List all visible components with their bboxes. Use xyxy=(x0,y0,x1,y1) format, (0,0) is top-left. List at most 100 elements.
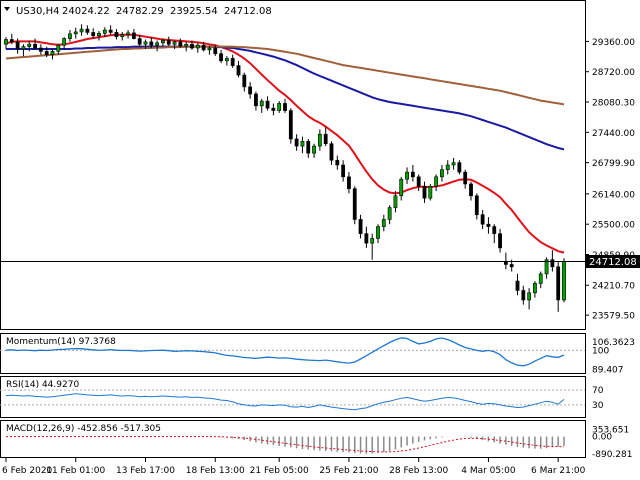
candle xyxy=(190,40,194,50)
candle-body xyxy=(306,141,311,154)
candle-body xyxy=(265,100,270,109)
candle xyxy=(480,209,485,229)
candle xyxy=(347,172,351,194)
time-tick-label: 4 Mar 05:00 xyxy=(461,466,516,476)
candle xyxy=(533,281,537,298)
candle-body xyxy=(44,51,49,55)
candle-body xyxy=(21,46,26,50)
symbol-label: US30,H4 xyxy=(16,6,59,17)
time-tick-label: 6 Mar 21:00 xyxy=(531,466,586,476)
time-tick-label: 18 Feb 13:00 xyxy=(186,466,245,476)
time-tick-label: 13 Feb 17:00 xyxy=(116,466,175,476)
candle xyxy=(503,252,508,270)
candle-body xyxy=(56,44,61,52)
candle xyxy=(248,82,253,99)
candle xyxy=(277,101,282,113)
candle xyxy=(300,136,305,154)
candle-body xyxy=(405,171,409,180)
candle-body xyxy=(172,41,177,45)
candle-body xyxy=(50,51,55,55)
moving-average-line-3 xyxy=(5,45,565,106)
candle xyxy=(283,98,287,113)
candle-body xyxy=(370,238,375,244)
candle-body xyxy=(85,28,90,33)
candle-body xyxy=(323,133,328,144)
time-tick-label: 25 Feb 21:00 xyxy=(319,466,378,476)
candle-body xyxy=(178,41,183,47)
candle xyxy=(21,44,26,57)
rsi-line xyxy=(5,393,565,411)
rsi-label: RSI(14) 44.9270 xyxy=(6,380,79,390)
candle xyxy=(265,96,270,111)
candle xyxy=(451,157,456,170)
candle-body xyxy=(428,186,433,199)
candle xyxy=(137,34,142,47)
candle-body xyxy=(108,29,113,33)
candle xyxy=(527,288,532,310)
candle xyxy=(143,39,148,49)
candle-body xyxy=(503,261,508,265)
candle xyxy=(387,205,392,225)
current-price-marker xyxy=(586,255,640,269)
macd-tick-label: 0.00 xyxy=(592,433,612,443)
candle-body xyxy=(102,29,107,34)
candle xyxy=(207,46,212,55)
candle-body xyxy=(498,233,502,249)
candle-body xyxy=(347,176,351,189)
candle-body xyxy=(38,47,43,52)
candle xyxy=(85,25,90,35)
candle-body xyxy=(469,183,473,197)
rsi-pane-frame xyxy=(0,376,586,418)
price-tick-label: 29360.00 xyxy=(592,38,635,48)
candle-body xyxy=(219,53,223,62)
collapse-arrow-icon[interactable] xyxy=(4,7,10,11)
time-tick-label: 11 Feb 01:00 xyxy=(46,466,105,476)
candle-body xyxy=(533,283,537,294)
candle-body xyxy=(166,40,171,45)
candle xyxy=(114,29,119,40)
candle xyxy=(259,98,264,113)
candle xyxy=(469,181,473,201)
momentum-tick-label: 89.407 xyxy=(592,365,624,375)
candle xyxy=(62,37,67,49)
candle-body xyxy=(399,178,404,197)
price-tick-label: 25500.00 xyxy=(592,221,635,231)
candle-body xyxy=(509,264,514,268)
momentum-tick-label: 106.3623 xyxy=(592,338,635,348)
candle xyxy=(288,108,293,144)
candle-body xyxy=(440,169,444,178)
open-value: 24024.22 xyxy=(62,6,110,17)
candle-body xyxy=(410,171,415,178)
candle-body xyxy=(114,32,119,37)
candle-body xyxy=(9,39,14,43)
candle xyxy=(457,160,462,175)
candle xyxy=(352,186,357,225)
candle-body xyxy=(352,188,357,220)
candle-body xyxy=(544,259,549,275)
macd-pane-frame xyxy=(0,420,586,458)
candle xyxy=(498,228,502,253)
candle-body xyxy=(15,41,20,50)
candle-body xyxy=(556,266,561,301)
macd-tick-label: 353.651 xyxy=(592,426,629,436)
candle xyxy=(126,30,130,39)
candle-body xyxy=(283,103,287,111)
candle xyxy=(9,33,14,45)
candle xyxy=(521,285,526,305)
candle-body xyxy=(259,100,264,107)
candle xyxy=(358,214,363,239)
candle xyxy=(219,49,223,64)
price-tick-label: 26799.90 xyxy=(592,159,635,169)
time-tick-label: 6 Feb 2020 xyxy=(2,466,53,476)
macd-signal-line xyxy=(6,436,564,453)
low-value: 23925.54 xyxy=(170,6,218,17)
candle xyxy=(550,250,555,272)
candle-body xyxy=(550,259,555,268)
moving-average-line-2 xyxy=(6,45,565,151)
candle xyxy=(271,103,276,116)
candle xyxy=(364,226,369,248)
